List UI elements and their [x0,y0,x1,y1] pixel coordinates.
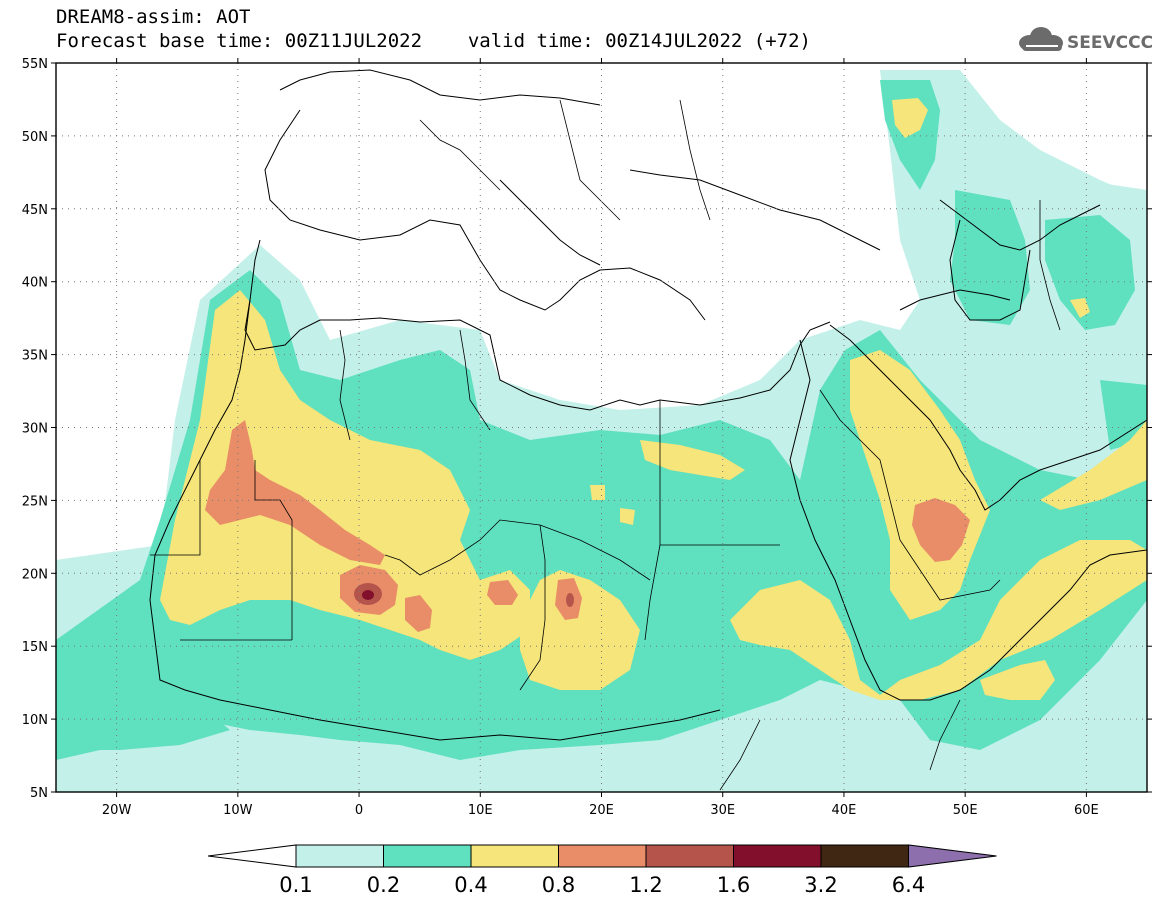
coastlines [149,69,1147,741]
colorbar-swatch [295,844,384,868]
map-title: DREAM8-assim: AOT [56,6,251,28]
colorbar-level-label: 0.2 [367,873,400,897]
colorbar-swatch [470,844,559,868]
lat-label: 25N [22,494,48,509]
valid-time: valid time: 00Z14JUL2022 (+72) [467,30,811,52]
colorbar-level-label: 6.4 [892,873,925,897]
colorbar-level-label: 1.2 [629,873,662,897]
lat-label: 15N [22,640,48,655]
lon-label: 10W [223,803,253,818]
colorbar-level-label: 0.4 [454,873,487,897]
colorbar-left-arrow [207,844,297,868]
lon-label: 30E [710,803,735,818]
lat-label: 5N [30,786,48,801]
colorbar-swatch [558,844,647,868]
lon-label: 40E [832,803,857,818]
lon-label: 20E [589,803,614,818]
latitude-labels: 55N 50N 45N 40N 35N 30N 25N 20N 15N 10N 5N [22,57,48,801]
lat-label: 10N [22,713,48,728]
aot-level-0.4-region [160,98,1147,700]
logo-text: SEEVCCC [1067,33,1153,53]
lon-label: 20W [102,803,132,818]
lon-label: 60E [1074,803,1099,818]
colorbar: 0.1 0.2 0.4 0.8 1.2 1.6 3.2 6.4 [207,844,997,897]
lat-label: 50N [22,130,48,145]
lat-label: 35N [22,349,48,364]
aot-level-1.6-region [362,590,374,600]
colorbar-right-arrow [908,844,997,868]
borders [150,99,1061,791]
colorbar-level-label: 0.8 [542,873,575,897]
colorbar-level-label: 0.1 [279,873,312,897]
lon-label: 10E [468,803,493,818]
axis-ticks [51,58,1152,797]
lat-label: 30N [22,422,48,437]
colorbar-level-label: 1.6 [717,873,750,897]
lat-label: 55N [22,57,48,72]
lon-label: 0 [355,803,363,818]
colorbar-swatch [820,844,909,868]
colorbar-swatch [733,844,822,868]
colorbar-level-label: 3.2 [804,873,837,897]
time-info: Forecast base time: 00Z11JUL2022 valid t… [56,30,811,52]
colorbar-swatch [645,844,734,868]
seevccc-logo: SEEVCCC [1019,27,1153,53]
aot-level-0.8-region [205,420,970,632]
base-time: Forecast base time: 00Z11JUL2022 [56,30,423,52]
lat-label: 40N [22,276,48,291]
lat-label: 20N [22,567,48,582]
cloud-icon [1019,27,1063,51]
colorbar-swatch [383,844,472,868]
lon-label: 50E [953,803,978,818]
longitude-labels: 20W 10W 0 10E 20E 30E 40E 50E 60E [102,803,1099,818]
lat-label: 45N [22,203,48,218]
